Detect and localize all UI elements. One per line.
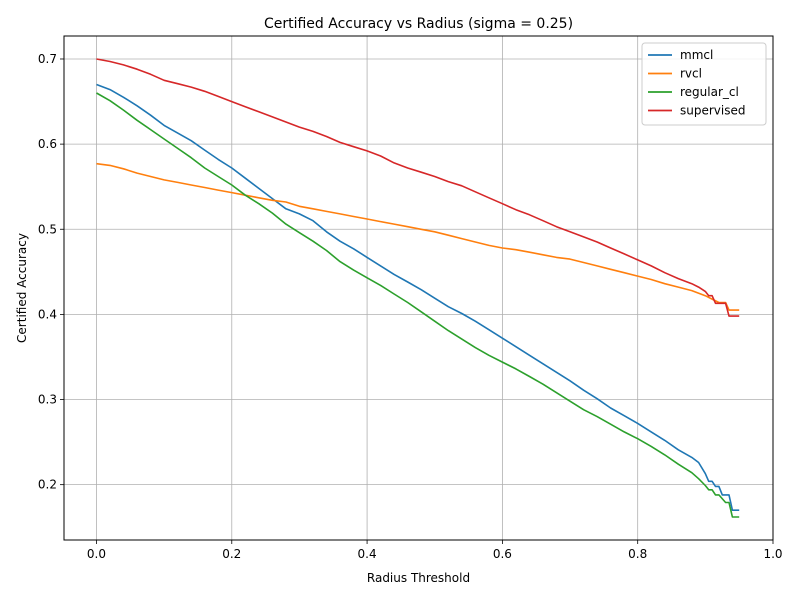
series-line-regular-cl [96,92,740,518]
chart-title: Certified Accuracy vs Radius (sigma = 0.… [264,16,573,32]
x-tick-label: 0.0 [87,547,106,561]
y-tick-label: 0.4 [38,307,57,321]
plot-frame [63,35,774,541]
y-axis-label: Certified Accuracy [15,233,29,343]
legend-label: mmcl [680,48,713,62]
legend: mmcl rvcl regular_cl supervised [641,42,767,126]
series-lines [96,58,740,518]
x-tick-label: 0.4 [358,547,377,561]
legend-label: regular_cl [680,85,739,99]
series-line-supervised [96,58,740,317]
x-axis-label: Radius Threshold [367,571,470,585]
x-tick-label: 0.2 [222,547,241,561]
y-tick-label: 0.5 [38,222,57,236]
x-tick-label: 1.0 [763,547,782,561]
y-tick-label: 0.6 [38,137,57,151]
y-tick-label: 0.2 [38,478,57,492]
series-line-rvcl [96,162,740,311]
legend-label: supervised [680,104,745,118]
y-tick-label: 0.3 [38,393,57,407]
legend-label: rvcl [680,67,702,81]
y-tick-label: 0.7 [38,52,57,66]
x-tick-label: 0.8 [628,547,647,561]
x-axis-ticks: 0.0 0.2 0.4 0.6 0.8 1.0 [87,540,783,561]
x-tick-label: 0.6 [493,547,512,561]
legend-box [641,42,767,126]
y-axis-ticks: 0.2 0.3 0.4 0.5 0.6 0.7 [38,52,64,492]
series-line-mmcl [96,83,740,512]
